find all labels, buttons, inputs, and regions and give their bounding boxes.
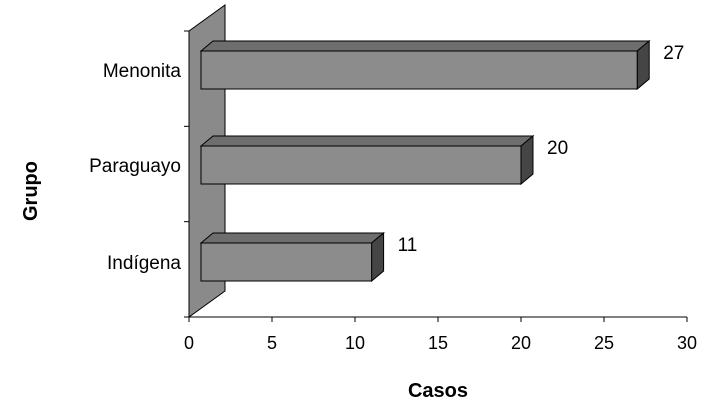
x-tick-label: 5 [267, 333, 277, 353]
bar-top-face [199, 135, 535, 147]
bar-top-face [199, 232, 385, 244]
bar [199, 134, 535, 186]
data-label: 27 [663, 43, 684, 64]
bar [199, 231, 385, 283]
bar-front-face [200, 242, 373, 282]
x-tick-label: 25 [594, 333, 614, 353]
data-label: 11 [398, 235, 418, 256]
x-axis-title: Casos [408, 380, 468, 402]
bar [199, 39, 651, 91]
y-axis-title: Grupo [20, 161, 42, 221]
data-label: 20 [547, 138, 568, 159]
x-tick-label: 30 [677, 333, 697, 353]
bar-front-face [200, 145, 522, 185]
bar-front-face [200, 50, 638, 90]
bar-top-face [199, 40, 651, 52]
category-label: Indígena [107, 253, 181, 274]
x-tick-label: 0 [184, 333, 194, 353]
x-tick-label: 20 [511, 333, 531, 353]
category-label: Menonita [103, 61, 182, 82]
x-tick-label: 15 [428, 333, 448, 353]
category-label: Paraguayo [89, 156, 181, 177]
x-tick-label: 10 [345, 333, 365, 353]
